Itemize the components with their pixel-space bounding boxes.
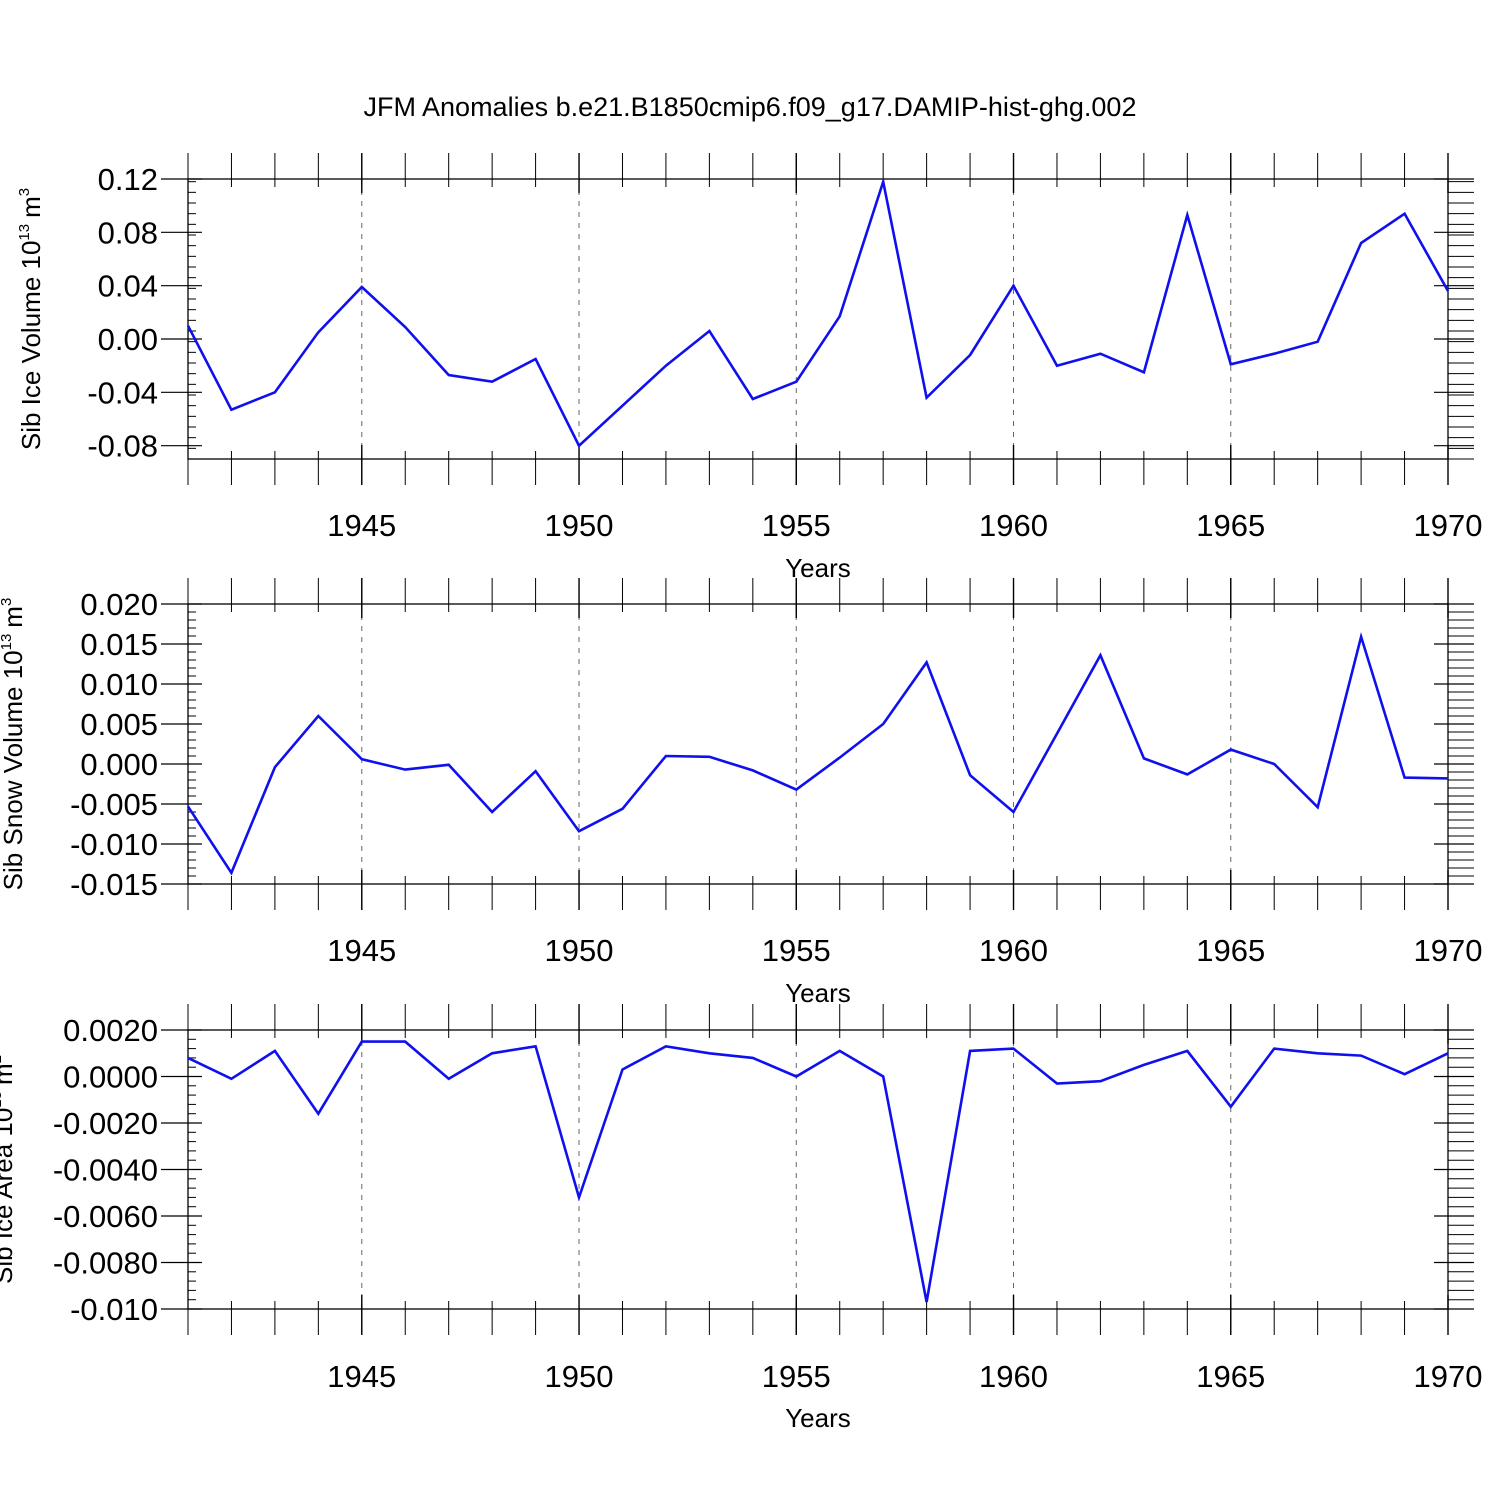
y-tick-label: 0.015	[80, 627, 158, 662]
x-tick-label: 1955	[762, 933, 831, 968]
y-tick-label: -0.0040	[53, 1153, 158, 1188]
y-tick-label: 0.005	[80, 707, 158, 742]
y-axis-label-text: Sib Ice Area 10	[0, 1108, 18, 1284]
series-line	[186, 632, 1449, 876]
y-axis-label-unit: m	[0, 1063, 18, 1085]
y-axis-label-unit-exponent: 3	[16, 188, 33, 196]
x-tick-label: 1950	[545, 508, 614, 543]
panel-3: 0.0020 0.0000 -0.0020 -0.0040 -0.0060 -0.0080…	[0, 1004, 1482, 1433]
y-axis-label: Sib Ice Volume 1013 m3	[16, 188, 46, 450]
series-line	[186, 176, 1450, 448]
x-axis-label: Years	[785, 1403, 851, 1433]
y-tick-label: -0.010	[70, 827, 158, 862]
x-tick-label: 1945	[327, 933, 396, 968]
y-tick-label: 0.0020	[63, 1013, 158, 1048]
x-tick-label: 1950	[545, 1359, 614, 1394]
x-axis-label: Years	[785, 553, 851, 583]
panel-2: 0.020 0.015 0.010 0.005 0.000 -0.005 -0.010 -0.…	[0, 578, 1482, 1008]
y-tick-label: 0.020	[80, 587, 158, 622]
x-tick-label: 1965	[1196, 1359, 1265, 1394]
x-tick-label: 1945	[327, 508, 396, 543]
x-tick-label: 1970	[1414, 933, 1483, 968]
y-tick-label: 0.0000	[63, 1060, 158, 1095]
x-tick-label: 1960	[979, 933, 1048, 968]
y-axis-label-unit-exponent: 2	[0, 1055, 5, 1063]
y-tick-label: 0.08	[98, 215, 158, 250]
y-tick-label: 0.000	[80, 747, 158, 782]
y-axis-label: Sib Ice Area 1013 m2	[0, 1055, 18, 1284]
y-tick-label: 0.04	[98, 269, 158, 304]
y-tick-label: -0.0020	[53, 1106, 158, 1141]
y-tick-label: 0.12	[98, 162, 158, 197]
y-axis-label-text: Sib Snow Volume 10	[0, 650, 28, 890]
x-tick-label: 1965	[1196, 508, 1265, 543]
y-axis-label-unit: m	[16, 196, 46, 218]
plot-frame	[187, 603, 1449, 885]
x-tick-label: 1945	[327, 1359, 396, 1394]
y-tick-label: -0.04	[87, 375, 158, 410]
y-tick-label: -0.005	[70, 787, 158, 822]
panels: 0.12 0.08 0.04 0.00 -0.04 -0.08 1945 1950 1955 19…	[0, 153, 1482, 1433]
y-axis-label-exponent: 13	[0, 1091, 5, 1108]
plot-frame	[187, 1029, 1449, 1310]
y-axis-label-text: Sib Ice Volume 10	[16, 241, 46, 451]
panel-1: 0.12 0.08 0.04 0.00 -0.04 -0.08 1945 1950 1955 19…	[16, 153, 1482, 583]
y-axis-label-exponent: 13	[16, 224, 33, 241]
x-tick-label: 1950	[545, 933, 614, 968]
y-axis-label: Sib Snow Volume 1013 m3	[0, 598, 28, 891]
x-tick-label: 1955	[762, 508, 831, 543]
x-tick-label: 1970	[1414, 508, 1483, 543]
y-tick-label: 0.010	[80, 667, 158, 702]
y-tick-label: -0.0060	[53, 1199, 158, 1234]
x-axis-label: Years	[785, 978, 851, 1008]
y-axis-label-exponent: 13	[0, 634, 15, 651]
x-tick-label: 1965	[1196, 933, 1265, 968]
y-axis-label-unit: m	[0, 606, 28, 628]
y-axis-label-unit-exponent: 3	[0, 598, 15, 606]
figure-title: JFM Anomalies b.e21.B1850cmip6.f09_g17.D…	[364, 92, 1137, 122]
x-tick-label: 1955	[762, 1359, 831, 1394]
series-line	[187, 1040, 1449, 1303]
y-tick-label: 0.00	[98, 322, 158, 357]
x-tick-label: 1960	[979, 508, 1048, 543]
y-tick-label: -0.010	[70, 1292, 158, 1327]
plot-frame	[187, 178, 1449, 460]
y-tick-label: -0.08	[87, 429, 158, 464]
x-tick-label: 1960	[979, 1359, 1048, 1394]
y-tick-label: -0.0080	[53, 1246, 158, 1281]
x-tick-label: 1970	[1414, 1359, 1483, 1394]
y-tick-label: -0.015	[70, 867, 158, 902]
